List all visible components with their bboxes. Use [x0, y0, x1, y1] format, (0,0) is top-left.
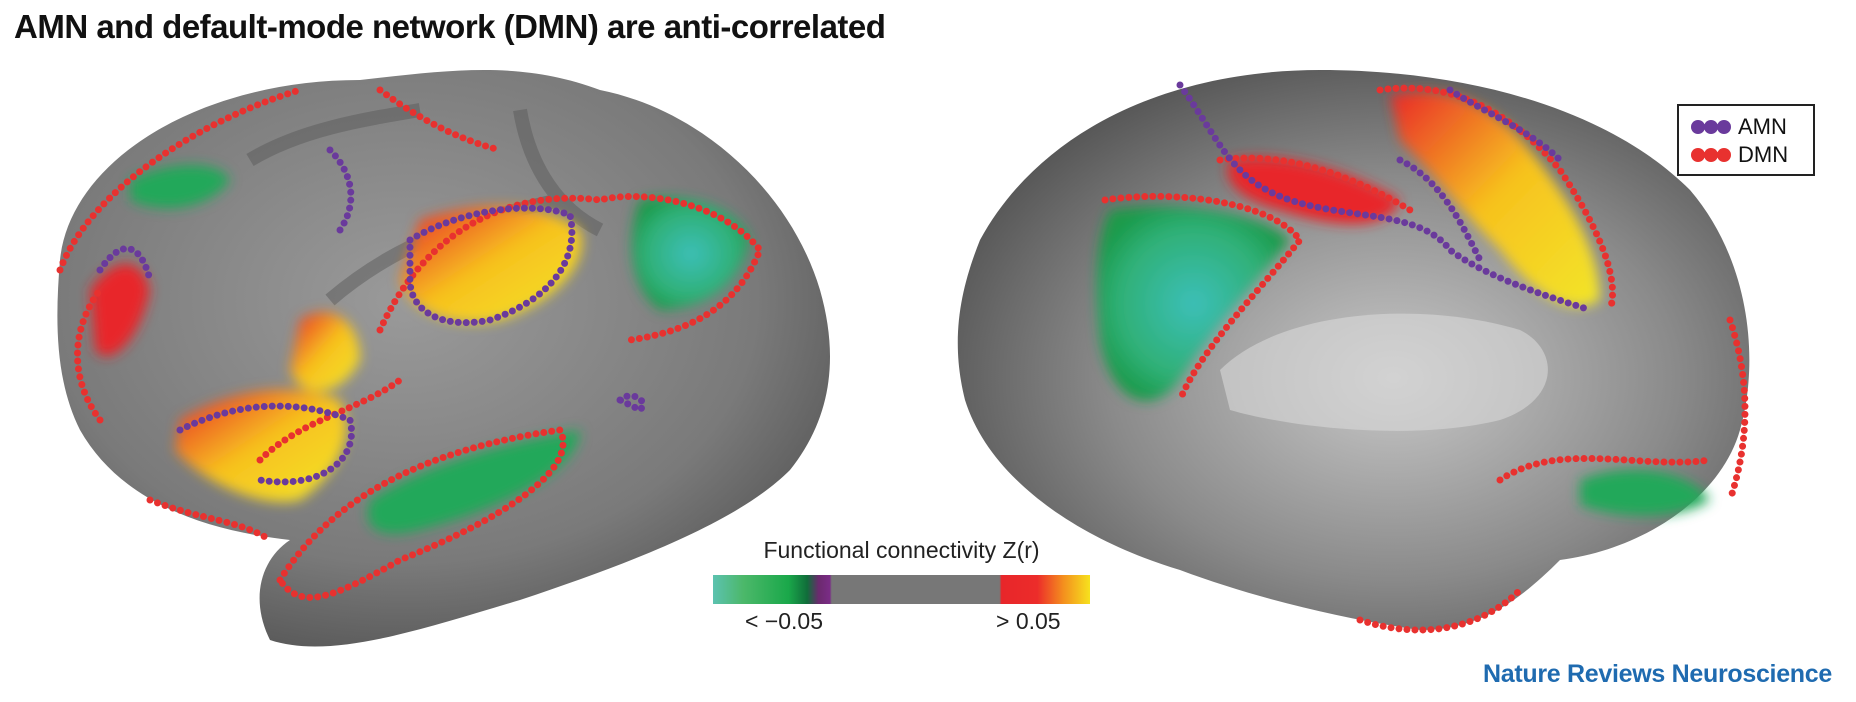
dmn-outline: [1101, 84, 1749, 634]
cool-region: [130, 165, 230, 209]
cool-region: [367, 430, 580, 534]
cool-region: [631, 197, 750, 310]
hot-region: [1227, 157, 1400, 224]
legend-label: DMN: [1738, 142, 1789, 167]
dmn-outline: [56, 86, 765, 601]
legend-item-amn: AMN: [1691, 114, 1787, 140]
cool-region: [1580, 469, 1710, 516]
cool-region: [1097, 206, 1290, 401]
hot-region: [90, 263, 150, 357]
hot-region: [1390, 91, 1600, 307]
hot-region: [290, 312, 360, 392]
colorbar-low-label: < −0.05: [745, 608, 824, 634]
figure-title: AMN and default-mode network (DMN) are a…: [14, 8, 886, 45]
legend-label: AMN: [1738, 114, 1787, 139]
colorbar-title: Functional connectivity Z(r): [763, 537, 1040, 563]
legend: AMN DMN: [1677, 104, 1815, 176]
dmn-dots-icon: [1691, 148, 1731, 162]
journal-brand: Nature Reviews Neuroscience: [1482, 660, 1832, 688]
medial-brain-view: [957, 70, 1750, 634]
amn-dots-icon: [1691, 120, 1731, 134]
amn-outline: [96, 146, 646, 486]
lateral-brain-view: [56, 70, 831, 647]
colorbar: [713, 575, 1090, 604]
legend-item-dmn: DMN: [1691, 142, 1788, 168]
colorbar-high-label: > 0.05: [996, 608, 1061, 634]
amn-outline: [1176, 81, 1594, 314]
